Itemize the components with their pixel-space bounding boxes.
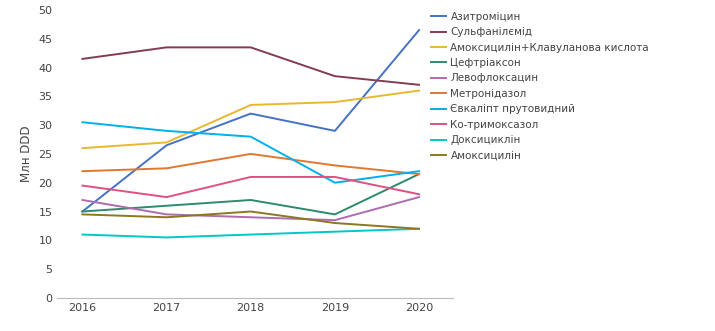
Доксициклін: [330, 230, 339, 234]
Line: Ко-тримоксазол: Ко-тримоксазол: [82, 177, 419, 197]
Метронідазол: [78, 169, 87, 173]
Амоксицилін: [162, 215, 171, 219]
Євкаліпт прутовидний: [330, 181, 339, 185]
Метронідазол: [330, 164, 339, 167]
Line: Амоксицилін: Амоксицилін: [82, 212, 419, 229]
Євкаліпт прутовидний: [78, 120, 87, 124]
Метронідазол: [415, 172, 423, 176]
Line: Цефтріаксон: Цефтріаксон: [82, 174, 419, 214]
Азитроміцин: [78, 210, 87, 213]
Line: Азитроміцин: Азитроміцин: [82, 30, 419, 212]
Євкаліпт прутовидний: [415, 169, 423, 173]
Амоксицилін: [247, 210, 255, 213]
Сульфанілємід: [78, 57, 87, 61]
Азитроміцин: [330, 129, 339, 133]
Line: Доксициклін: Доксициклін: [82, 229, 419, 237]
Амоксицилін+Клавуланова кислота: [247, 103, 255, 107]
Левофлоксацин: [78, 198, 87, 202]
Левофлоксацин: [247, 215, 255, 219]
Цефтріаксон: [415, 172, 423, 176]
Азитроміцин: [162, 143, 171, 147]
Сульфанілємід: [330, 74, 339, 78]
Line: Євкаліпт прутовидний: Євкаліпт прутовидний: [82, 122, 419, 183]
Амоксицилін+Клавуланова кислота: [162, 140, 171, 144]
Line: Сульфанілємід: Сульфанілємід: [82, 47, 419, 85]
Line: Левофлоксацин: Левофлоксацин: [82, 197, 419, 220]
Метронідазол: [247, 152, 255, 156]
Амоксицилін: [415, 227, 423, 231]
Ко-тримоксазол: [78, 184, 87, 188]
Ко-тримоксазол: [330, 175, 339, 179]
Амоксицилін+Клавуланова кислота: [415, 89, 423, 93]
Метронідазол: [162, 166, 171, 170]
Амоксицилін+Клавуланова кислота: [78, 146, 87, 150]
Левофлоксацин: [330, 218, 339, 222]
Євкаліпт прутовидний: [162, 129, 171, 133]
Цефтріаксон: [330, 213, 339, 216]
Ко-тримоксазол: [415, 192, 423, 196]
Legend: Азитроміцин, Сульфанілємід, Амоксицилін+Клавуланова кислота, Цефтріаксон, Левофл: Азитроміцин, Сульфанілємід, Амоксицилін+…: [430, 12, 649, 161]
Line: Метронідазол: Метронідазол: [82, 154, 419, 174]
Амоксицилін: [78, 213, 87, 216]
Доксициклін: [78, 233, 87, 237]
Азитроміцин: [415, 28, 423, 32]
Сульфанілємід: [162, 45, 171, 49]
Левофлоксацин: [415, 195, 423, 199]
Сульфанілємід: [247, 45, 255, 49]
Доксициклін: [162, 235, 171, 239]
Ко-тримоксазол: [247, 175, 255, 179]
Доксициклін: [415, 227, 423, 231]
Левофлоксацин: [162, 213, 171, 216]
Ко-тримоксазол: [162, 195, 171, 199]
Y-axis label: Млн DDD: Млн DDD: [19, 125, 33, 182]
Азитроміцин: [247, 112, 255, 116]
Євкаліпт прутовидний: [247, 135, 255, 139]
Сульфанілємід: [415, 83, 423, 87]
Цефтріаксон: [247, 198, 255, 202]
Доксициклін: [247, 233, 255, 237]
Амоксицилін+Клавуланова кислота: [330, 100, 339, 104]
Цефтріаксон: [78, 210, 87, 213]
Line: Амоксицилін+Клавуланова кислота: Амоксицилін+Клавуланова кислота: [82, 91, 419, 148]
Амоксицилін: [330, 221, 339, 225]
Цефтріаксон: [162, 204, 171, 208]
